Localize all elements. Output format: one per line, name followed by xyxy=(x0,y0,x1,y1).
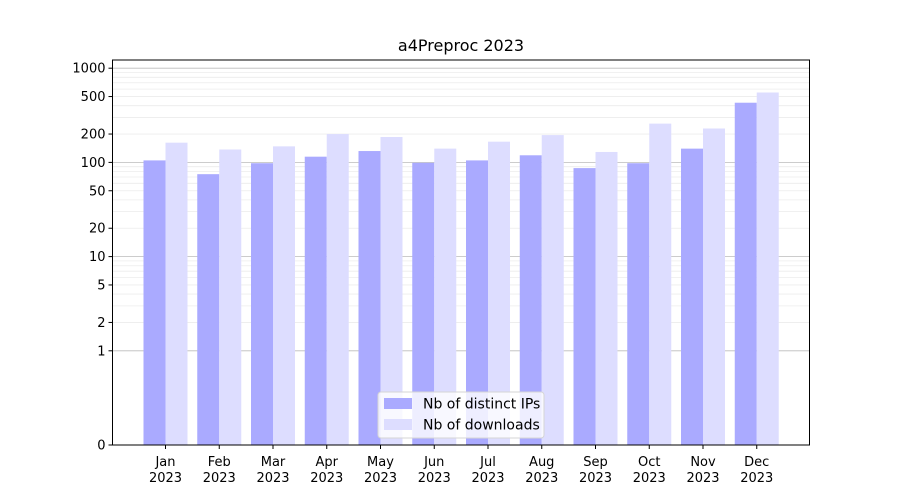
legend-label-downloads: Nb of downloads xyxy=(423,418,540,434)
bar xyxy=(703,128,725,446)
y-tick-label: 200 xyxy=(81,128,106,143)
y-tick-label: 0 xyxy=(97,439,105,454)
x-tick-label: Dec 2023 xyxy=(740,455,773,486)
y-tick-label: 10 xyxy=(89,250,106,265)
x-tick-label: Oct 2023 xyxy=(633,455,666,486)
bars xyxy=(143,92,779,446)
y-tick-label: 1000 xyxy=(72,62,105,77)
y-tick-label: 500 xyxy=(81,90,106,105)
plot-frame xyxy=(112,59,810,446)
y-tick-label: 20 xyxy=(89,222,106,237)
legend: Nb of distinct IPs Nb of downloads xyxy=(377,391,545,439)
bar xyxy=(488,141,510,445)
legend-label-distinct-ips: Nb of distinct IPs xyxy=(423,397,540,413)
x-tick-label: Jan 2023 xyxy=(149,455,182,486)
x-tick-label: Sep 2023 xyxy=(579,455,612,486)
bar xyxy=(573,168,596,445)
legend-box xyxy=(377,391,545,439)
bar xyxy=(326,134,349,446)
legend-swatch-downloads xyxy=(384,419,412,430)
x-tick-label: Aug 2023 xyxy=(525,455,558,486)
y-tick-label: 100 xyxy=(81,156,106,171)
x-tick-label: Jun 2023 xyxy=(418,455,451,486)
bar xyxy=(197,174,220,445)
x-tick-label: Mar 2023 xyxy=(256,455,289,486)
bar xyxy=(466,160,488,445)
bar xyxy=(756,92,779,445)
x-tick-label: Nov 2023 xyxy=(686,455,719,486)
x-tick-label: Apr 2023 xyxy=(310,455,343,486)
bar xyxy=(681,148,703,445)
bar xyxy=(649,123,672,445)
y-tick-label: 1 xyxy=(97,344,105,359)
bar xyxy=(273,146,295,445)
bar xyxy=(380,137,403,446)
bar xyxy=(734,102,757,446)
bar xyxy=(304,156,327,445)
bar xyxy=(541,135,564,445)
y-tick-label: 50 xyxy=(89,184,106,199)
x-tick-label: May 2023 xyxy=(364,455,397,486)
bar xyxy=(219,149,242,445)
x-axis: Jan 2023 Feb 2023 Mar 2023 Apr 2023 May 2023 Jun 20… xyxy=(149,445,773,486)
chart-title: a4Preproc 2023 xyxy=(398,36,524,55)
x-tick-label: Jul 2023 xyxy=(471,455,504,486)
x-tick-label: Feb 2023 xyxy=(203,455,236,486)
bar xyxy=(251,163,273,445)
bar xyxy=(358,151,381,445)
bar xyxy=(412,162,435,445)
bar xyxy=(627,163,650,445)
bar xyxy=(165,142,188,445)
bar xyxy=(519,155,542,445)
bar xyxy=(595,151,618,445)
bar xyxy=(434,148,457,445)
y-tick-label: 5 xyxy=(97,278,105,293)
y-axis: 0 1 2 5 10 20 50 100 200 500 1000 xyxy=(72,62,113,454)
legend-swatch-distinct-ips xyxy=(384,398,412,409)
y-tick-label: 2 xyxy=(97,316,105,331)
bar xyxy=(143,160,166,445)
